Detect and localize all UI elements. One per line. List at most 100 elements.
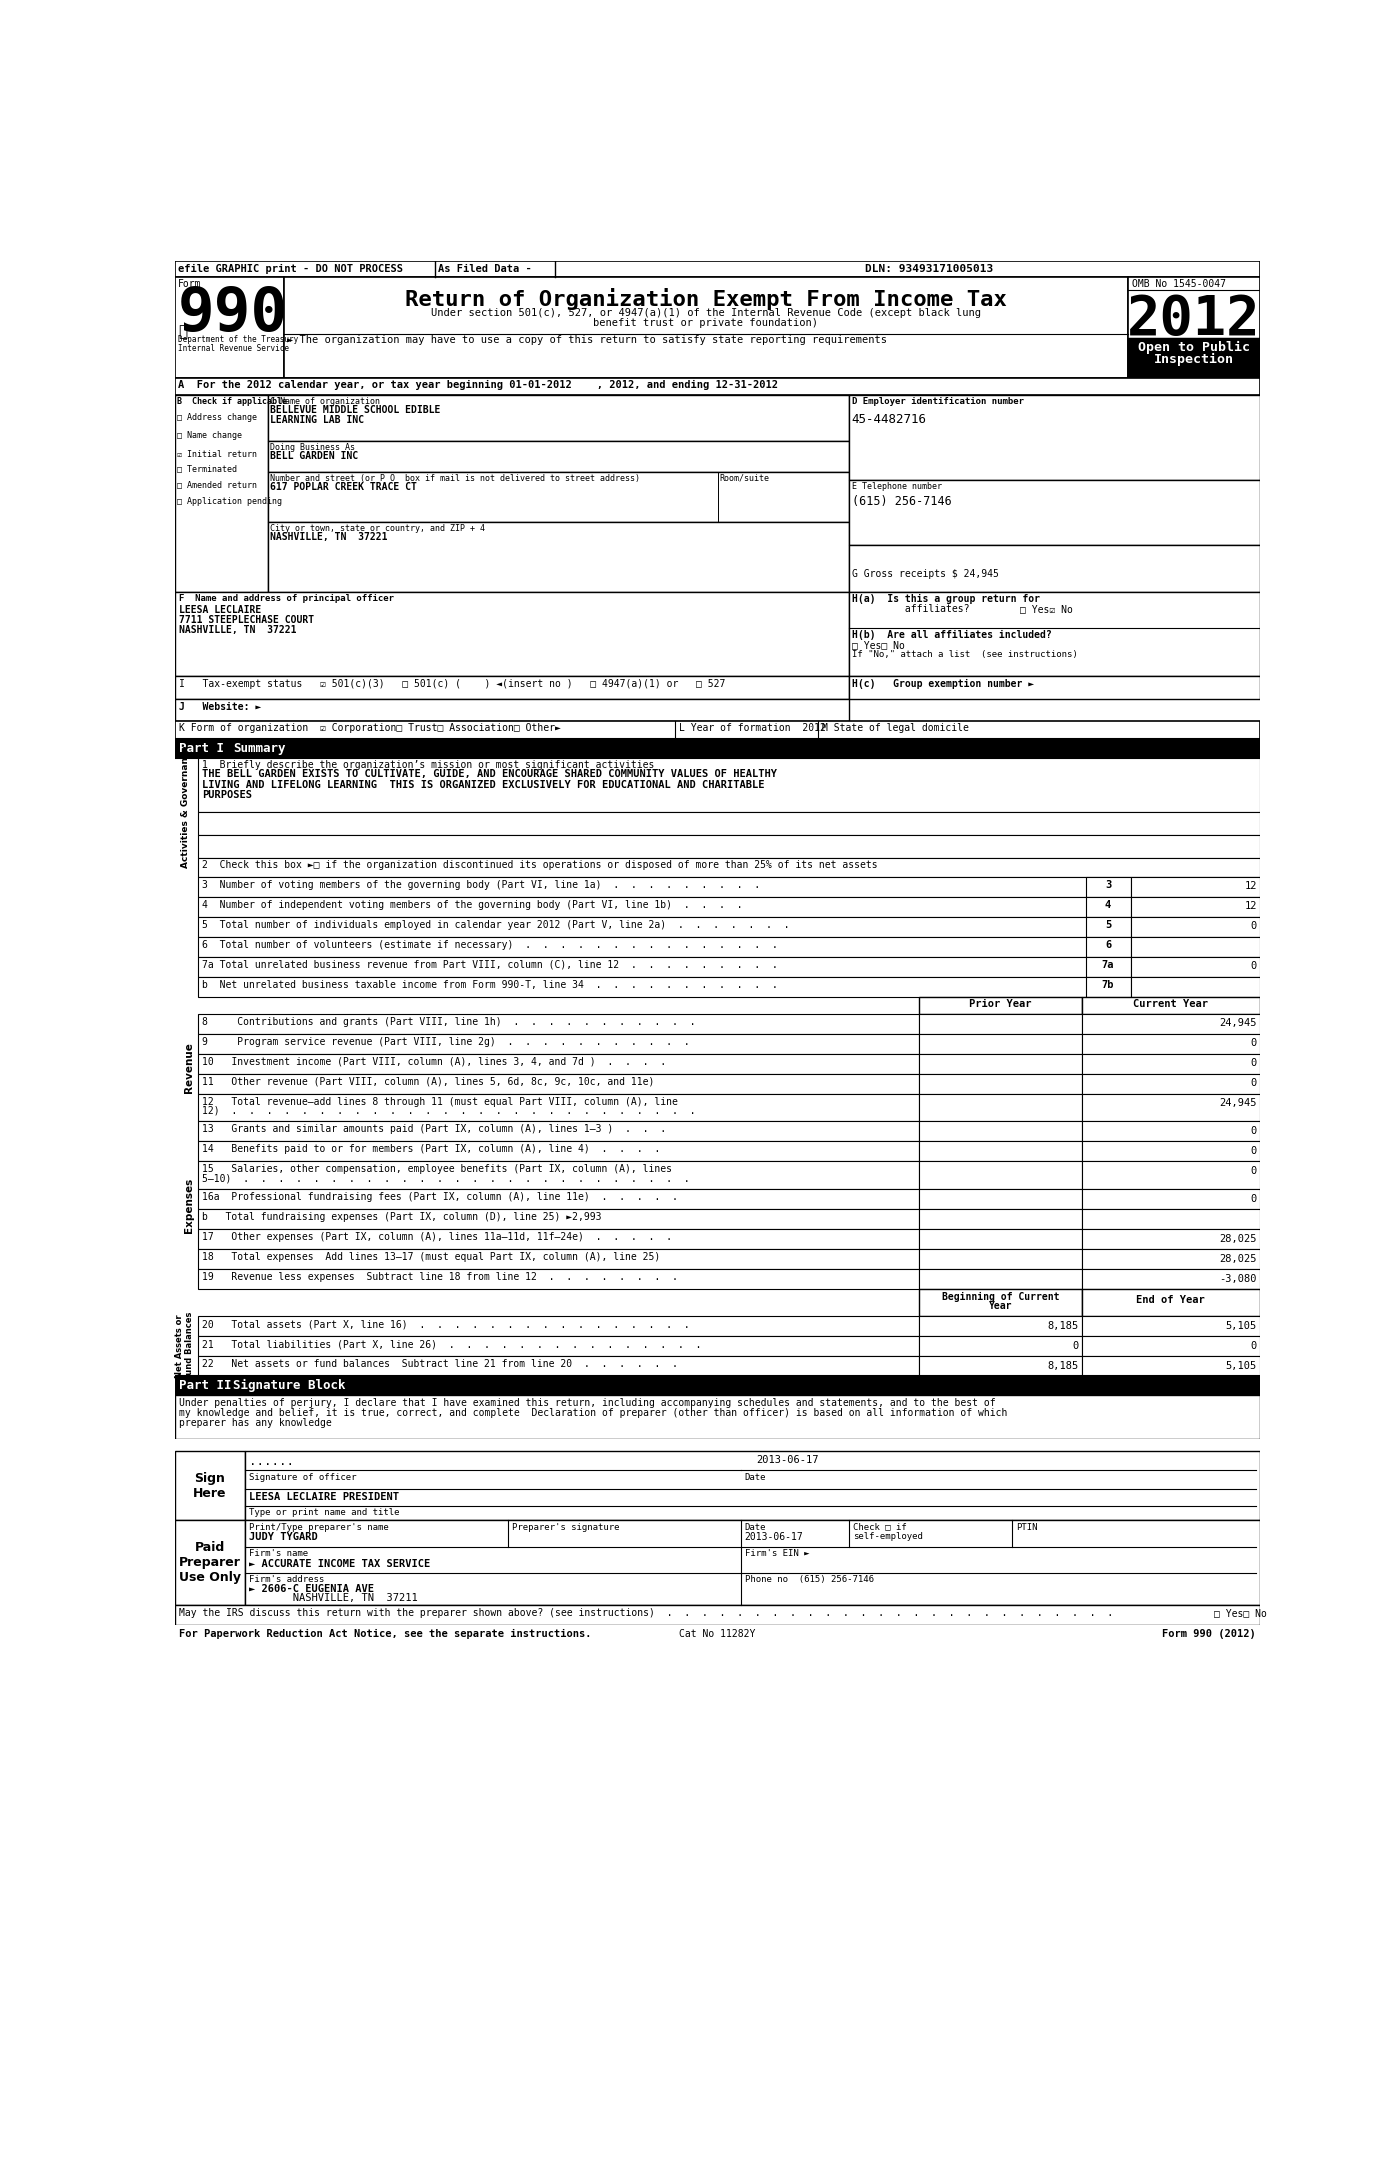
Text: □ Address change: □ Address change — [178, 412, 258, 421]
Text: 7b: 7b — [1102, 979, 1114, 990]
Bar — [1082, 1122, 1260, 1142]
Text: □ Terminated: □ Terminated — [178, 465, 238, 473]
Text: For Paperwork Reduction Act Notice, see the separate instructions.: For Paperwork Reduction Act Notice, see … — [179, 1628, 591, 1639]
Text: 19   Revenue less expenses  Subtract line 18 from line 12  .  .  .  .  .  .  .  : 19 Revenue less expenses Subtract line 1… — [202, 1272, 678, 1283]
Bar — [1082, 996, 1260, 1014]
Text: 9     Program service revenue (Part VIII, line 2g)  .  .  .  .  .  .  .  .  .  .: 9 Program service revenue (Part VIII, li… — [202, 1038, 690, 1046]
Text: 24,945: 24,945 — [1219, 1099, 1257, 1107]
Text: 2013-06-17: 2013-06-17 — [745, 1533, 804, 1541]
Text: -3,080: -3,080 — [1219, 1274, 1257, 1283]
Bar — [1131, 916, 1260, 936]
Text: 3  Number of voting members of the governing body (Part VI, line 1a)  .  .  .  .: 3 Number of voting members of the govern… — [202, 879, 760, 890]
Bar — [1082, 1094, 1260, 1122]
Text: 3: 3 — [1105, 879, 1112, 890]
Text: JUDY TYGARD: JUDY TYGARD — [249, 1533, 318, 1541]
Bar — [1082, 1335, 1260, 1357]
Bar — [918, 1290, 1082, 1316]
Text: Signature Block: Signature Block — [234, 1379, 346, 1392]
Bar — [1085, 916, 1131, 936]
Text: 10   Investment income (Part VIII, column (A), lines 3, 4, and 7d )  .  .  .  .: 10 Investment income (Part VIII, column … — [202, 1057, 666, 1066]
Bar — [199, 916, 1260, 936]
Bar — [199, 1229, 918, 1248]
Bar — [199, 1094, 918, 1122]
Text: Preparer's signature: Preparer's signature — [512, 1522, 620, 1531]
Text: Expenses: Expenses — [183, 1177, 195, 1233]
Text: Cat No 11282Y: Cat No 11282Y — [679, 1628, 756, 1639]
Text: Part I: Part I — [179, 742, 224, 756]
Text: Doing Business As: Doing Business As — [270, 443, 356, 452]
Bar — [283, 278, 1128, 378]
Bar — [199, 812, 1260, 836]
Bar — [1082, 1161, 1260, 1190]
Text: 45-4482716: 45-4482716 — [851, 412, 927, 426]
Bar — [199, 957, 1260, 977]
Bar — [199, 897, 1260, 916]
Bar — [199, 1053, 918, 1075]
Text: Print/Type preparer's name: Print/Type preparer's name — [249, 1522, 388, 1531]
Text: If "No," attach a list  (see instructions): If "No," attach a list (see instructions… — [851, 649, 1078, 660]
Bar — [175, 699, 850, 721]
Text: ☑ Initial return: ☑ Initial return — [178, 449, 258, 458]
Bar — [199, 1161, 918, 1190]
Text: A  For the 2012 calendar year, or tax year beginning 01-01-2012    , 2012, and e: A For the 2012 calendar year, or tax yea… — [178, 380, 778, 391]
Text: ► ACCURATE INCOME TAX SERVICE: ► ACCURATE INCOME TAX SERVICE — [249, 1559, 430, 1570]
Text: 22   Net assets or fund balances  Subtract line 21 from line 20  .  .  .  .  .  : 22 Net assets or fund balances Subtract … — [202, 1359, 678, 1370]
Text: Form: Form — [178, 280, 202, 289]
Bar — [1131, 877, 1260, 897]
Text: Under section 501(c), 527, or 4947(a)(1) of the Internal Revenue Code (except bl: Under section 501(c), 527, or 4947(a)(1)… — [431, 308, 981, 319]
Text: □ Yes□ No: □ Yes□ No — [851, 640, 904, 649]
Text: H(a)  Is this a group return for: H(a) Is this a group return for — [851, 595, 1040, 604]
Bar — [175, 378, 1260, 395]
Bar — [1082, 1053, 1260, 1075]
Bar — [199, 836, 1260, 858]
Bar — [199, 858, 1260, 877]
Text: J   Website: ►: J Website: ► — [179, 701, 262, 712]
Bar — [918, 1033, 1082, 1053]
Bar — [199, 758, 1260, 812]
Text: Date: Date — [745, 1472, 766, 1481]
Text: self-employed: self-employed — [853, 1533, 923, 1541]
Bar — [175, 721, 1260, 740]
Text: Number and street (or P O  box if mail is not delivered to street address): Number and street (or P O box if mail is… — [270, 473, 640, 482]
Bar — [1085, 877, 1131, 897]
Bar — [918, 1142, 1082, 1161]
Bar — [918, 1053, 1082, 1075]
Text: 28,025: 28,025 — [1219, 1233, 1257, 1244]
Text: NASHVILLE, TN  37221: NASHVILLE, TN 37221 — [179, 625, 297, 634]
Text: ► 2606-C EUGENIA AVE: ► 2606-C EUGENIA AVE — [249, 1585, 374, 1594]
Text: 21   Total liabilities (Part X, line 26)  .  .  .  .  .  .  .  .  .  .  .  .  . : 21 Total liabilities (Part X, line 26) .… — [202, 1340, 701, 1350]
Text: 7a Total unrelated business revenue from Part VIII, column (C), line 12  .  .  .: 7a Total unrelated business revenue from… — [202, 960, 778, 970]
Bar — [199, 1209, 918, 1229]
Bar — [918, 1357, 1082, 1376]
Text: 0: 0 — [1250, 962, 1257, 970]
Text: F  Name and address of principal officer: F Name and address of principal officer — [179, 595, 393, 604]
Bar — [199, 1248, 918, 1270]
Text: Inspection: Inspection — [1154, 354, 1235, 367]
Text: 5  Total number of individuals employed in calendar year 2012 (Part V, line 2a) : 5 Total number of individuals employed i… — [202, 921, 790, 929]
Text: M State of legal domicile: M State of legal domicile — [822, 723, 969, 734]
Bar — [918, 1122, 1082, 1142]
Text: □ Yes□ No: □ Yes□ No — [1214, 1609, 1267, 1617]
Bar — [175, 261, 1260, 278]
Bar — [1082, 1316, 1260, 1335]
Text: End of Year: End of Year — [1137, 1296, 1205, 1305]
Bar — [850, 395, 1260, 480]
Bar — [199, 1075, 918, 1094]
Bar — [918, 1161, 1082, 1190]
Text: H(c)   Group exemption number ►: H(c) Group exemption number ► — [851, 680, 1033, 688]
Text: Room/suite: Room/suite — [720, 473, 770, 482]
Bar — [175, 278, 283, 378]
Text: Paid
Preparer
Use Only: Paid Preparer Use Only — [179, 1541, 241, 1585]
Text: 12: 12 — [1245, 901, 1257, 912]
Text: PTIN: PTIN — [1016, 1522, 1037, 1531]
Text: BELL GARDEN INC: BELL GARDEN INC — [270, 452, 358, 462]
Text: 11   Other revenue (Part VIII, column (A), lines 5, 6d, 8c, 9c, 10c, and 11e): 11 Other revenue (Part VIII, column (A),… — [202, 1077, 655, 1088]
Text: Internal Revenue Service: Internal Revenue Service — [178, 343, 290, 352]
Bar — [175, 1439, 1260, 1450]
Bar — [1082, 1290, 1260, 1316]
Bar — [199, 1335, 918, 1357]
Text: 8,185: 8,185 — [1047, 1320, 1078, 1331]
Bar — [199, 1270, 918, 1290]
Text: H(b)  Are all affiliates included?: H(b) Are all affiliates included? — [851, 630, 1051, 640]
Bar — [918, 1190, 1082, 1209]
